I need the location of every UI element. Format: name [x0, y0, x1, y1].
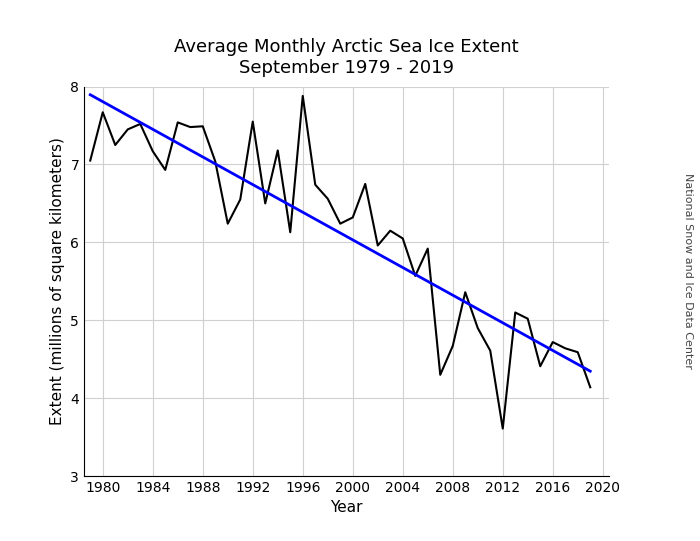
- Text: National Snow and Ice Data Center: National Snow and Ice Data Center: [683, 173, 693, 368]
- Y-axis label: Extent (millions of square kilometers): Extent (millions of square kilometers): [50, 137, 64, 425]
- Title: Average Monthly Arctic Sea Ice Extent
September 1979 - 2019: Average Monthly Arctic Sea Ice Extent Se…: [174, 38, 519, 77]
- X-axis label: Year: Year: [330, 500, 363, 516]
